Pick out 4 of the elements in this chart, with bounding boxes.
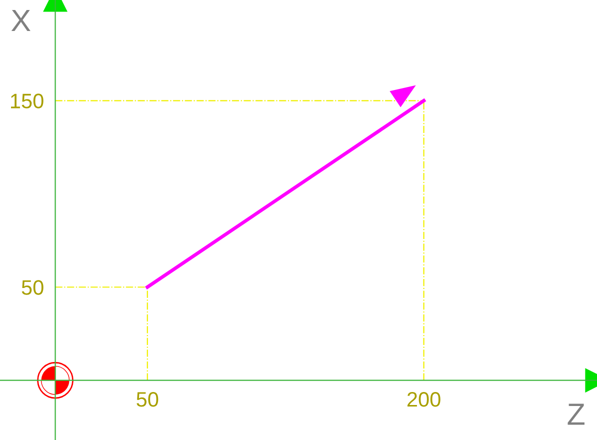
y-axis-title: X <box>11 10 30 32</box>
y-tick-label: 150 <box>11 94 44 108</box>
x-axis-title: Z <box>568 404 584 425</box>
x-tick-label: 200 <box>407 392 440 407</box>
